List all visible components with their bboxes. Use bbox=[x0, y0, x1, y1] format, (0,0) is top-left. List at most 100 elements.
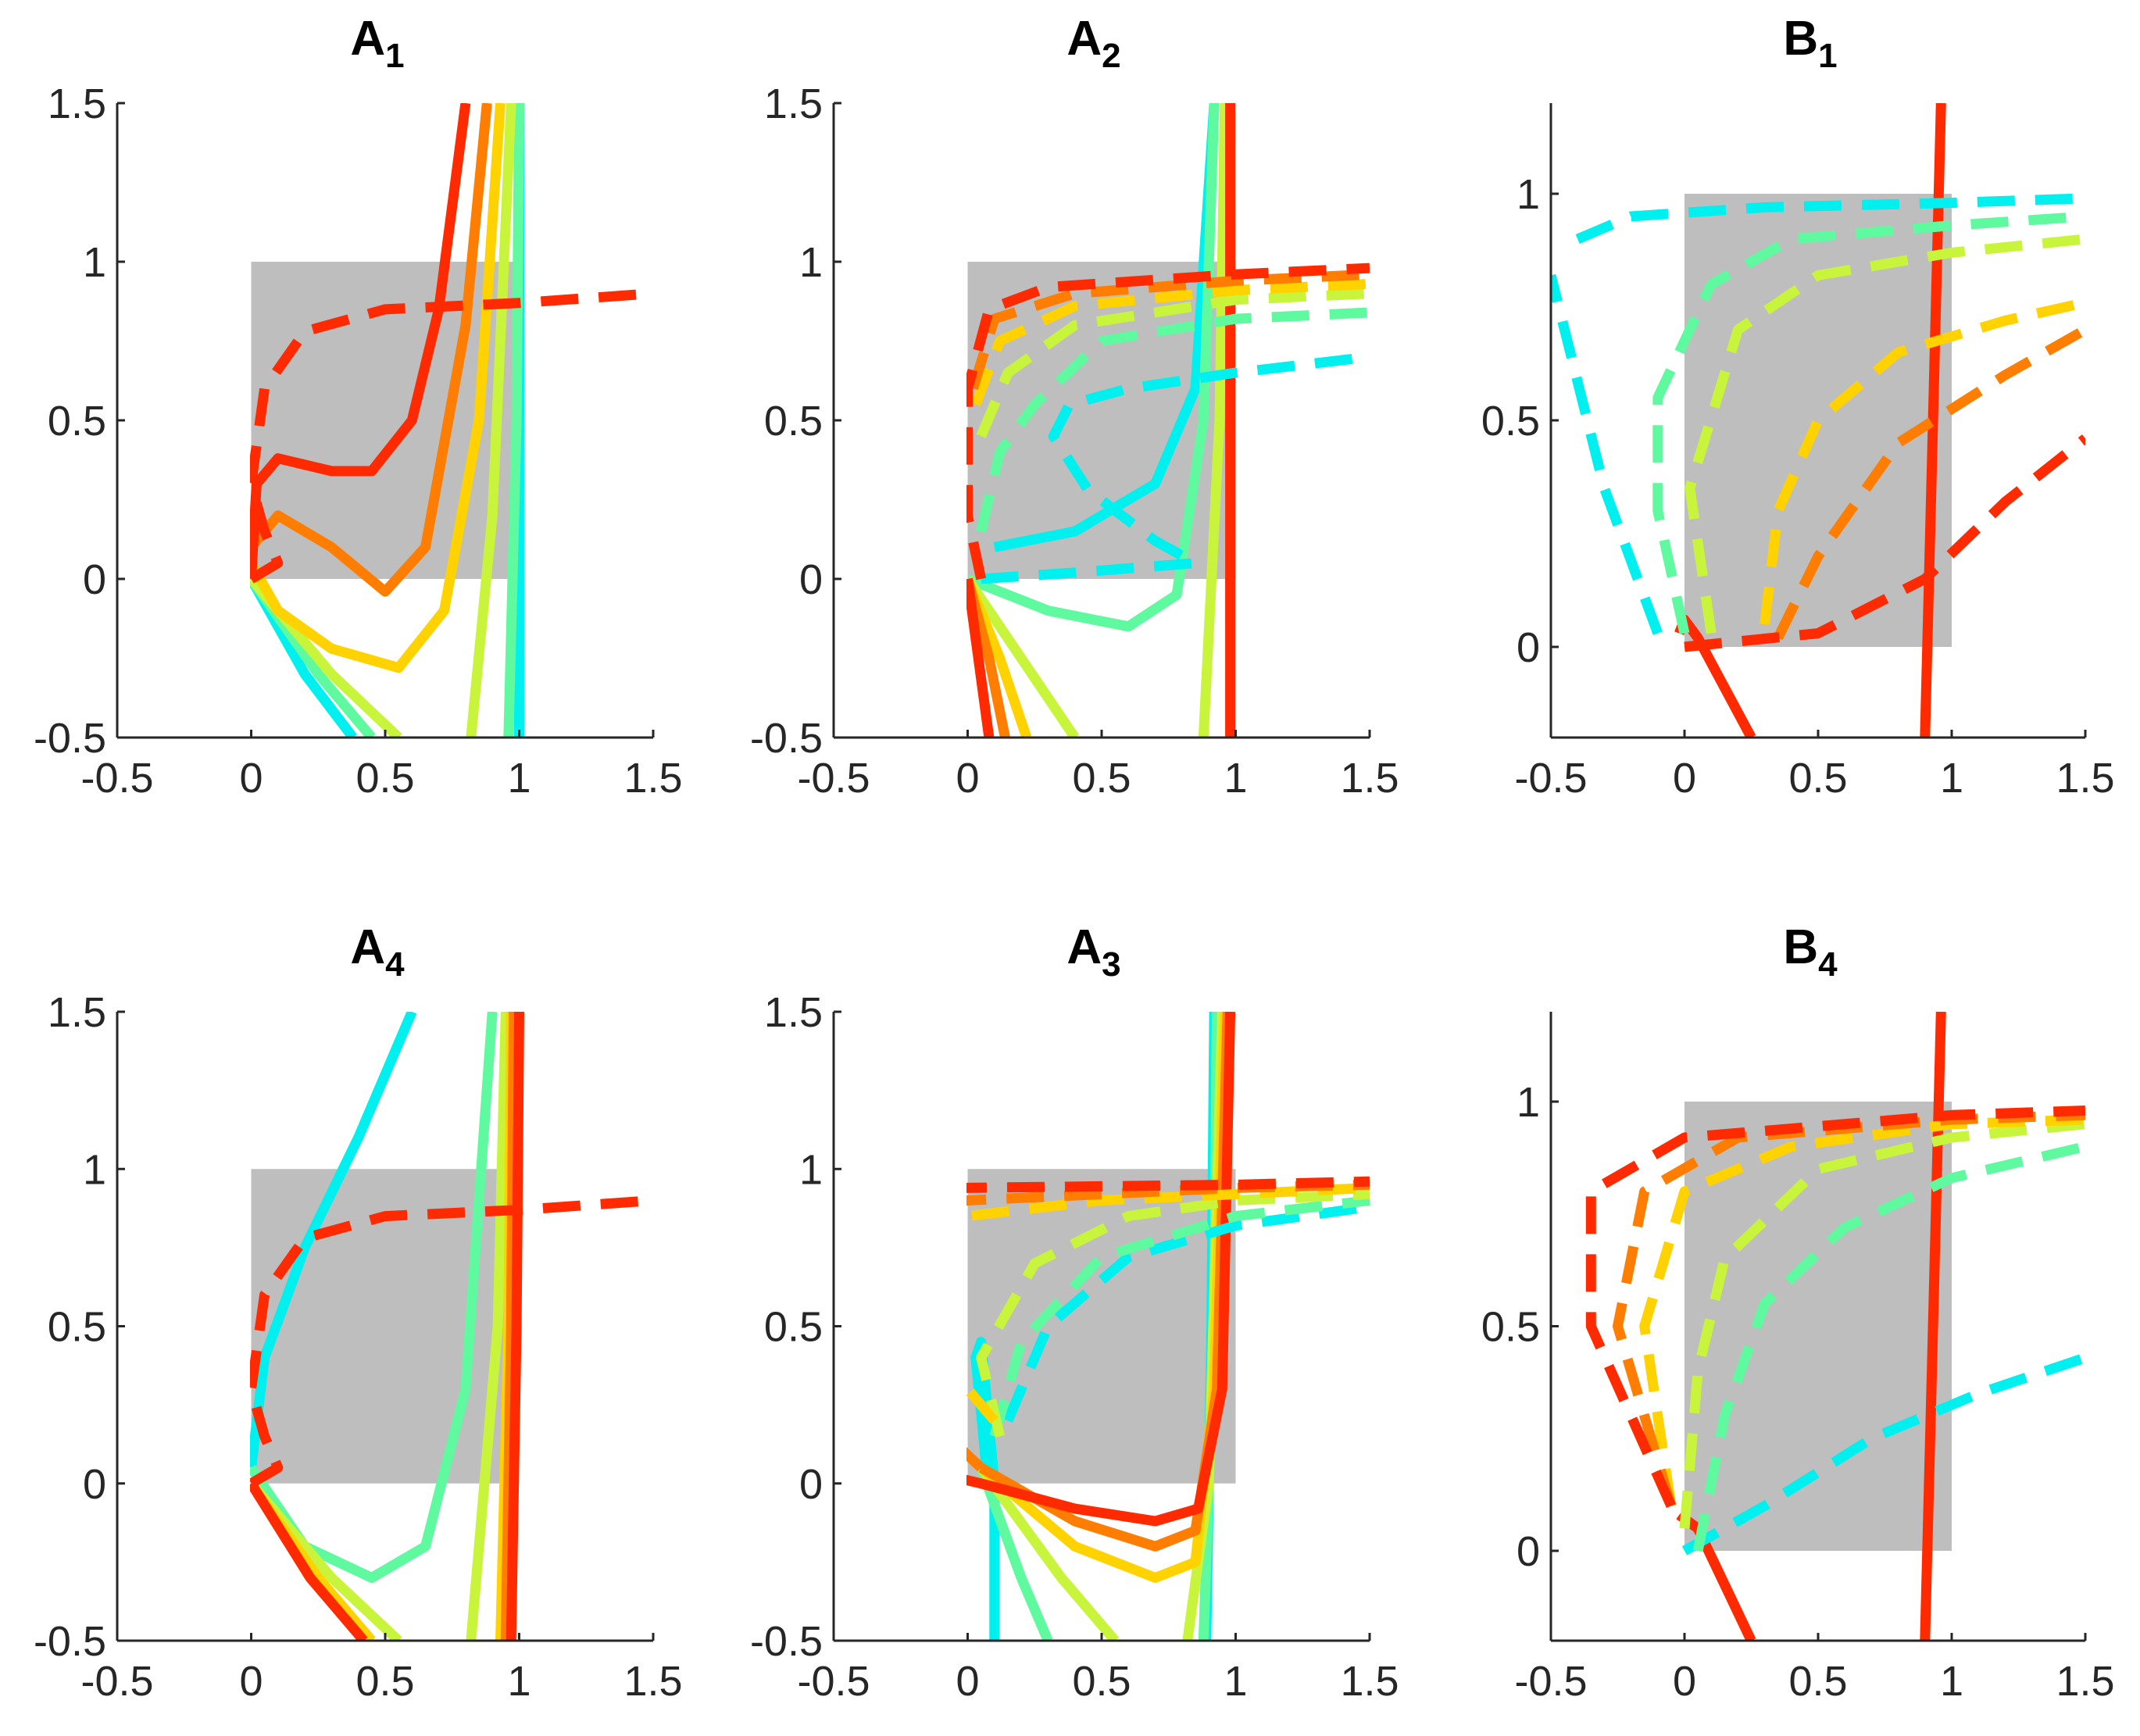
x-tick-label: 0.5 bbox=[1072, 1658, 1131, 1705]
x-tick-label: 1 bbox=[1940, 755, 1963, 802]
x-tick-label: 0 bbox=[956, 1658, 979, 1705]
dashed-orange-curve bbox=[1773, 325, 2085, 641]
domain-box bbox=[1684, 194, 1952, 647]
x-tick-label: 1 bbox=[1940, 1658, 1963, 1705]
dashed-mint-curve bbox=[1692, 1141, 2085, 1552]
dashed-mint-curve bbox=[976, 307, 1370, 533]
x-tick-label: -0.5 bbox=[80, 755, 153, 802]
x-tick-label: 1.5 bbox=[2056, 755, 2114, 802]
y-tick-label: -0.5 bbox=[750, 1618, 823, 1665]
x-tick-label: 0 bbox=[239, 1658, 263, 1705]
x-tick-label: 0.5 bbox=[1788, 755, 1847, 802]
dashed-yellow-curve bbox=[1760, 297, 2085, 625]
panel-1: -0.5 0 0.5 1 1.5 -0.5 0 0.5 1 1.5 A1 bbox=[34, 12, 683, 802]
y-tick-label: 0 bbox=[1517, 624, 1540, 671]
y-tick-label: 0.5 bbox=[1481, 1304, 1540, 1351]
x-tick-label: 1.5 bbox=[1340, 1658, 1399, 1705]
solid-cyan-curve bbox=[970, 1337, 1000, 1641]
panel-title: A1 bbox=[350, 12, 404, 75]
dashed-red-curve bbox=[1684, 434, 2085, 652]
y-tick-label: -0.5 bbox=[750, 715, 823, 762]
x-tick-label: 1 bbox=[1224, 755, 1247, 802]
x-tick-label: 0 bbox=[239, 755, 263, 802]
solid-mint-curve bbox=[976, 1466, 1053, 1641]
x-tick-label: 1.5 bbox=[623, 755, 682, 802]
solid-lime-curve bbox=[466, 103, 516, 738]
solid-cyan-curve bbox=[993, 103, 1220, 552]
solid-red-curve bbox=[966, 1012, 1236, 1527]
solid-mint-curve bbox=[503, 103, 524, 738]
panel-2: -0.5 0 0.5 1 1.5 -0.5 0 0.5 1 1.5 A2 bbox=[750, 12, 1399, 802]
solid-red-curve bbox=[250, 103, 471, 580]
dashed-red-curve bbox=[966, 1176, 1370, 1193]
y-tick-label: 1 bbox=[799, 1146, 823, 1193]
panel-5: -0.5 0 0.5 1 1.5 -0.5 0 0.5 1 1.5 A3 bbox=[750, 920, 1399, 1705]
x-tick-label: 0.5 bbox=[355, 1658, 414, 1705]
y-tick-label: 1 bbox=[799, 239, 823, 286]
solid-lime-curve bbox=[966, 576, 1080, 738]
solid-yellow-curve bbox=[250, 103, 506, 673]
domain-box bbox=[967, 1169, 1236, 1484]
x-tick-label: 0 bbox=[956, 755, 979, 802]
dashed-mint-curve bbox=[1652, 211, 2085, 634]
y-tick-label: 1 bbox=[1517, 171, 1540, 218]
panel-title: A2 bbox=[1066, 12, 1120, 75]
solid-red-curve bbox=[506, 1012, 524, 1641]
y-tick-label: 1.5 bbox=[764, 989, 823, 1036]
y-tick-label: 1.5 bbox=[764, 80, 823, 127]
dashed-red-curve bbox=[966, 263, 1370, 580]
dashed-lime-curve bbox=[1684, 234, 2085, 634]
solid-mint-curve bbox=[966, 103, 1220, 632]
dashed-red-curve bbox=[834, 1427, 914, 1452]
x-tick-label: 0.5 bbox=[355, 755, 414, 802]
solid-orange-curve bbox=[250, 103, 492, 597]
dashed-lime-curve bbox=[976, 288, 1370, 438]
y-tick-label: 1.5 bbox=[48, 989, 106, 1036]
dashed-cyan-curve bbox=[1681, 1352, 2085, 1556]
y-tick-label: 0 bbox=[799, 556, 823, 603]
y-tick-label: 0 bbox=[799, 1461, 823, 1508]
dashed-yellow-curve bbox=[970, 278, 1370, 407]
panel-title: A3 bbox=[1066, 920, 1120, 984]
dashed-lime-curve bbox=[976, 1189, 1370, 1438]
solid-orange-curve bbox=[500, 1012, 520, 1641]
dashed-red-curve bbox=[1585, 1106, 2085, 1509]
domain-box bbox=[1684, 1102, 1952, 1551]
x-tick-label: 0.5 bbox=[1788, 1658, 1847, 1705]
y-tick-label: 0 bbox=[83, 1461, 106, 1508]
y-tick-label: -0.5 bbox=[34, 715, 106, 762]
x-tick-label: 1 bbox=[507, 1658, 531, 1705]
x-tick-label: -0.5 bbox=[1514, 1658, 1587, 1705]
y-tick-label: 0 bbox=[83, 556, 106, 603]
series-group bbox=[834, 1012, 1370, 1641]
dashed-orange-curve bbox=[968, 269, 1370, 391]
solid-cyan-curve bbox=[250, 1012, 417, 1469]
solid-lime-curve bbox=[466, 1012, 511, 1641]
series-group bbox=[250, 1012, 653, 1641]
x-tick-label: 1.5 bbox=[623, 1658, 682, 1705]
y-tick-label: 1 bbox=[83, 239, 106, 286]
solid-red-curve bbox=[1920, 103, 1946, 738]
panel-title: B1 bbox=[1783, 12, 1837, 75]
series-group bbox=[250, 103, 653, 738]
dashed-cyan-curve bbox=[981, 352, 1370, 584]
dashed-cyan-curve bbox=[1003, 1202, 1370, 1423]
x-tick-label: -0.5 bbox=[797, 1658, 870, 1705]
series-group bbox=[1551, 103, 2085, 738]
x-tick-label: 1.5 bbox=[2056, 1658, 2114, 1705]
dashed-orange-curve bbox=[966, 1447, 985, 1472]
x-tick-label: -0.5 bbox=[80, 1658, 153, 1705]
solid-red-curve bbox=[966, 578, 995, 738]
solid-lime-curve bbox=[1198, 103, 1231, 738]
x-tick-label: 0 bbox=[1673, 755, 1696, 802]
x-tick-label: 1 bbox=[507, 755, 531, 802]
series-group bbox=[966, 103, 1370, 738]
x-tick-label: 0.5 bbox=[1072, 755, 1131, 802]
y-tick-label: 0.5 bbox=[48, 398, 106, 445]
y-tick-label: 1 bbox=[83, 1146, 106, 1193]
dashed-cyan-curve bbox=[1551, 273, 1663, 635]
panel-6: -0.5 0 0.5 1 1.5 0 0.5 1 B4 bbox=[1481, 920, 2115, 1705]
panel-4: -0.5 0 0.5 1 1.5 -0.5 0 0.5 1 1.5 A4 bbox=[34, 920, 683, 1705]
x-tick-label: -0.5 bbox=[797, 755, 870, 802]
